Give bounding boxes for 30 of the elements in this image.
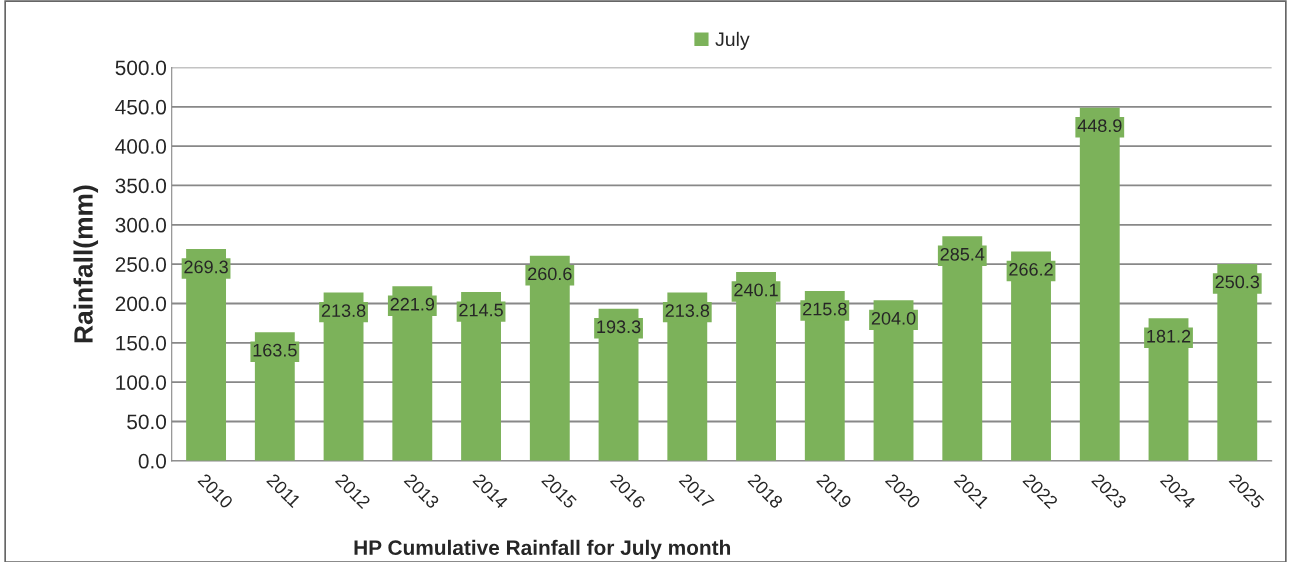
y-tick-label: 500.0 — [115, 60, 167, 76]
y-tick-label: 0.0 — [138, 453, 167, 469]
data-label: 181.2 — [1147, 329, 1191, 343]
data-label: 214.5 — [459, 303, 503, 317]
legend-label: July — [715, 31, 750, 50]
data-label: 285.4 — [940, 247, 985, 261]
y-tick-label: 450.0 — [115, 99, 167, 115]
y-tick-label: 300.0 — [115, 217, 167, 233]
y-tick-label: 100.0 — [116, 375, 167, 390]
x-axis-title: HP Cumulative Rainfall for July month — [354, 539, 731, 560]
data-label: 269.3 — [184, 260, 228, 274]
data-label: 204.0 — [871, 311, 916, 325]
data-label: 213.8 — [321, 304, 366, 317]
y-tick-label: 350.0 — [115, 178, 167, 194]
y-tick-label: 400.0 — [115, 139, 167, 154]
data-label: 215.8 — [803, 302, 847, 316]
data-label: 260.6 — [528, 267, 572, 281]
y-tick-label: 250.0 — [115, 257, 167, 272]
data-label: 163.5 — [253, 343, 297, 357]
data-label: 221.9 — [390, 297, 435, 311]
data-label: 266.2 — [1009, 262, 1053, 276]
y-tick-label: 50.0 — [127, 414, 167, 430]
y-axis-title: Rainfall(mm) — [73, 185, 99, 343]
data-label: 240.1 — [734, 283, 778, 297]
y-tick-label: 150.0 — [116, 335, 167, 351]
y-tick-label: 200.0 — [115, 296, 167, 312]
data-label: 193.3 — [597, 320, 641, 334]
data-label: 448.9 — [1077, 119, 1122, 133]
data-label: 213.8 — [665, 304, 710, 317]
data-label: 250.3 — [1215, 275, 1260, 289]
